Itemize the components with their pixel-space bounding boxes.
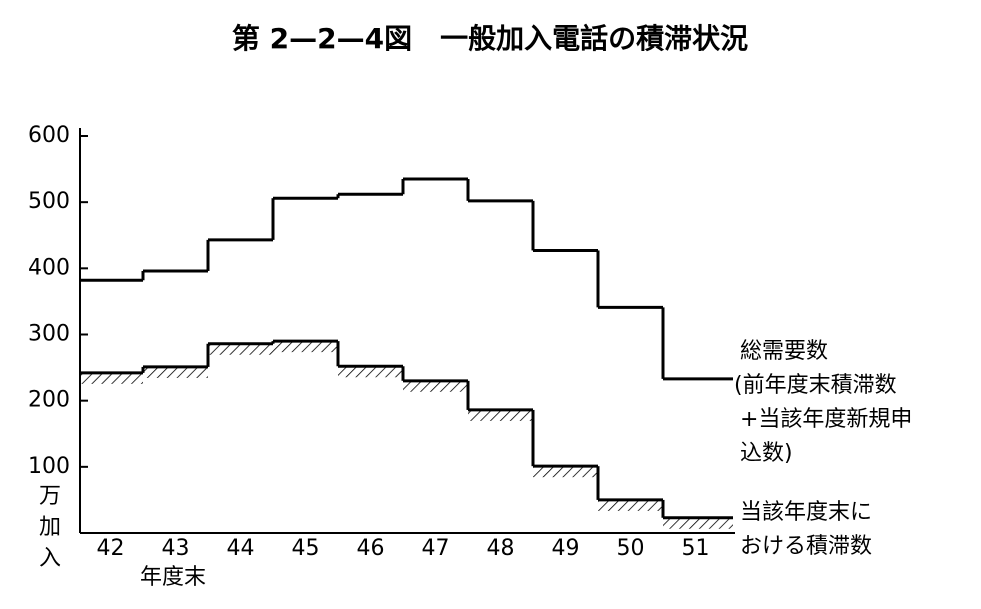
x-tick-label: 51 <box>682 536 710 561</box>
hatch <box>80 372 143 384</box>
legend-label: +当該年度新規申 <box>740 407 912 432</box>
hatch <box>338 366 403 378</box>
y-tick-label: 200 <box>28 388 70 413</box>
hatch <box>533 466 598 478</box>
legend-label: 込数) <box>740 441 793 466</box>
y-axis-label: 加 <box>39 515 61 540</box>
y-axis-label: 万 <box>39 484 61 509</box>
x-axis-label: 年度末 <box>140 565 206 590</box>
chart-title: 第 2—2—4図 一般加入電話の積滞状況 <box>232 22 748 55</box>
hatch <box>273 341 338 353</box>
y-tick-label: 400 <box>28 255 70 280</box>
x-tick-label: 50 <box>617 536 645 561</box>
x-tick-label: 45 <box>292 536 320 561</box>
x-tick-label: 42 <box>97 536 125 561</box>
hatch <box>663 517 733 529</box>
x-tick-label: 48 <box>487 536 515 561</box>
y-tick-label: 600 <box>28 123 70 148</box>
hatch <box>143 366 208 378</box>
hatch <box>468 409 533 421</box>
x-tick-label: 46 <box>357 536 385 561</box>
hatch <box>208 343 273 355</box>
hatch <box>598 499 663 511</box>
y-tick-label: 100 <box>28 454 70 479</box>
x-tick-label: 43 <box>162 536 190 561</box>
legend-label: 当該年度末に <box>740 500 872 525</box>
y-tick-label: 500 <box>28 189 70 214</box>
hatch <box>403 380 468 392</box>
legend-label: おける積滞数 <box>740 534 872 559</box>
x-tick-label: 49 <box>552 536 580 561</box>
y-tick-label: 300 <box>28 322 70 347</box>
legend-label: 総需要数 <box>740 339 828 364</box>
x-tick-label: 44 <box>227 536 255 561</box>
legend-label: (前年度末積滞数 <box>734 373 897 398</box>
y-axis-label: 入 <box>39 546 61 571</box>
x-tick-label: 47 <box>422 536 450 561</box>
